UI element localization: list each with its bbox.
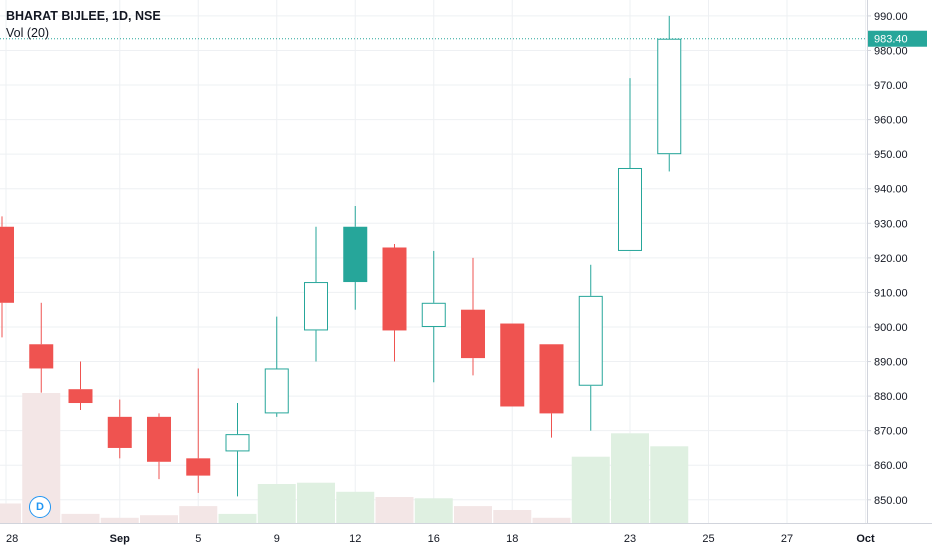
y-tick-label: 850.00 bbox=[874, 495, 908, 507]
volume-bar bbox=[0, 503, 21, 523]
candle bbox=[539, 344, 564, 438]
y-tick-label: 860.00 bbox=[874, 460, 908, 472]
time-axis-bg bbox=[0, 524, 932, 550]
chart-header: BHARAT BIJLEE, 1D, NSE Vol (20) bbox=[6, 8, 161, 42]
candle-body bbox=[29, 344, 54, 369]
candle-body bbox=[618, 167, 642, 251]
candle bbox=[107, 399, 132, 459]
candle bbox=[343, 206, 368, 310]
x-tick-label: 5 bbox=[195, 533, 201, 545]
volume-bars bbox=[0, 393, 689, 523]
x-tick-label: 27 bbox=[781, 533, 793, 545]
candle-body bbox=[264, 368, 289, 414]
volume-bar bbox=[611, 433, 649, 523]
candle-body bbox=[304, 282, 328, 331]
candle bbox=[461, 257, 485, 376]
candle bbox=[304, 226, 328, 362]
volume-bar bbox=[61, 513, 100, 523]
candle bbox=[618, 78, 642, 251]
volume-bar bbox=[454, 506, 492, 523]
x-tick-label: 12 bbox=[349, 533, 361, 545]
volume-bar bbox=[140, 515, 178, 523]
y-tick-label: 930.00 bbox=[874, 218, 908, 230]
y-tick-label: 900.00 bbox=[874, 322, 908, 334]
y-tick-label: 910.00 bbox=[874, 287, 908, 299]
candle-body bbox=[421, 302, 446, 327]
y-tick-label: 990.00 bbox=[874, 11, 908, 23]
price-axis-bg bbox=[867, 0, 932, 550]
volume-bar bbox=[493, 510, 532, 523]
candles bbox=[0, 15, 682, 497]
candle bbox=[421, 250, 446, 383]
volume-bar bbox=[571, 456, 610, 523]
y-tick-label: 870.00 bbox=[874, 426, 908, 438]
volume-bar bbox=[179, 506, 218, 523]
x-tick-label: 28 bbox=[6, 533, 18, 545]
candle bbox=[382, 244, 407, 362]
x-tick-label: 25 bbox=[702, 533, 714, 545]
candle-body bbox=[147, 416, 171, 462]
candle bbox=[500, 323, 525, 407]
candle bbox=[264, 316, 289, 417]
dividend-event-badge[interactable]: D bbox=[29, 496, 51, 518]
volume-indicator-label[interactable]: Vol (20) bbox=[6, 26, 50, 40]
candle-body bbox=[225, 434, 250, 452]
volume-bar bbox=[532, 517, 571, 523]
y-tick-label: 950.00 bbox=[874, 149, 908, 161]
candle-body bbox=[0, 226, 14, 303]
candle-body bbox=[186, 458, 211, 476]
current-price: 983.40 bbox=[0, 30, 927, 47]
x-tick-label: 16 bbox=[428, 533, 440, 545]
candle bbox=[29, 302, 54, 393]
y-tick-label: 980.00 bbox=[874, 45, 908, 57]
candle-body bbox=[68, 389, 93, 404]
candle bbox=[0, 216, 14, 338]
volume-bar bbox=[650, 446, 689, 523]
candle-body bbox=[382, 247, 407, 331]
current-price-tag bbox=[868, 30, 927, 47]
volume-bar bbox=[100, 517, 139, 523]
candle-body bbox=[657, 38, 682, 155]
y-tick-label: 890.00 bbox=[874, 357, 908, 369]
candle-body bbox=[107, 416, 132, 448]
candle-body bbox=[343, 226, 368, 283]
candle bbox=[657, 15, 682, 172]
candle-body bbox=[539, 344, 564, 414]
x-tick-label: 23 bbox=[624, 533, 636, 545]
x-tick-label: Sep bbox=[110, 533, 130, 545]
y-tick-label: 970.00 bbox=[874, 80, 908, 92]
volume-bar bbox=[297, 482, 335, 523]
candle-body bbox=[578, 295, 603, 386]
x-tick-label: 18 bbox=[506, 533, 518, 545]
y-tick-label: 940.00 bbox=[874, 184, 908, 196]
candle bbox=[225, 403, 250, 497]
y-tick-label: 920.00 bbox=[874, 253, 908, 265]
volume-bar bbox=[257, 484, 296, 523]
candle bbox=[68, 361, 93, 410]
x-tick-label: 9 bbox=[274, 533, 280, 545]
current-price-label: 983.40 bbox=[874, 34, 908, 46]
candle bbox=[578, 264, 603, 431]
volume-bar bbox=[414, 498, 453, 523]
volume-bar bbox=[375, 497, 414, 523]
candle-body bbox=[500, 323, 525, 407]
y-tick-label: 880.00 bbox=[874, 391, 908, 403]
candle bbox=[147, 413, 171, 480]
candle bbox=[186, 368, 211, 493]
x-tick-label: Oct bbox=[856, 533, 875, 545]
volume-bar bbox=[218, 513, 257, 523]
symbol-title[interactable]: BHARAT BIJLEE, 1D, NSE bbox=[6, 9, 161, 23]
y-tick-label: 960.00 bbox=[874, 115, 908, 127]
candle-body bbox=[461, 309, 485, 359]
volume-bar bbox=[336, 491, 375, 523]
